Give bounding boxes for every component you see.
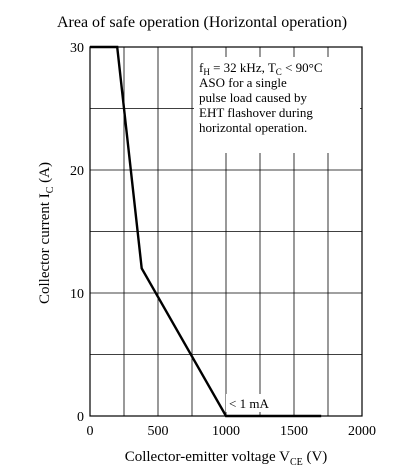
y-tick-label: 10 [70,287,84,302]
x-tick-label: 500 [148,424,169,439]
x-tick-label: 1500 [280,424,308,439]
annotation-line: EHT flashover during [199,105,313,120]
y-tick-label: 20 [70,164,84,179]
y-tick-label: 0 [77,410,84,425]
x-axis-label: Collector-emitter voltage VCE (V) [125,449,328,468]
chart-title: Area of safe operation (Horizontal opera… [57,14,347,31]
x-tick-labels: 0 500 1000 1500 2000 [87,424,377,439]
leak-label: < 1 mA [229,396,269,411]
annotation-box [194,57,360,153]
y-tick-label: 30 [70,41,84,56]
annotation-line: pulse load caused by [199,90,307,105]
x-tick-label: 0 [87,424,94,439]
annotation-line: ASO for a single [199,75,287,90]
annotation-line: horizontal operation. [199,120,307,135]
annotation-line-1: fH = 32 kHz, TC < 90°C [199,60,323,77]
y-tick-labels: 0 10 20 30 [70,41,84,425]
x-tick-label: 2000 [348,424,376,439]
series-line-aso [90,45,322,418]
x-tick-label: 1000 [212,424,240,439]
y-axis-label: Collector current IC (A) [37,162,56,304]
leak-label-bg [226,394,284,412]
